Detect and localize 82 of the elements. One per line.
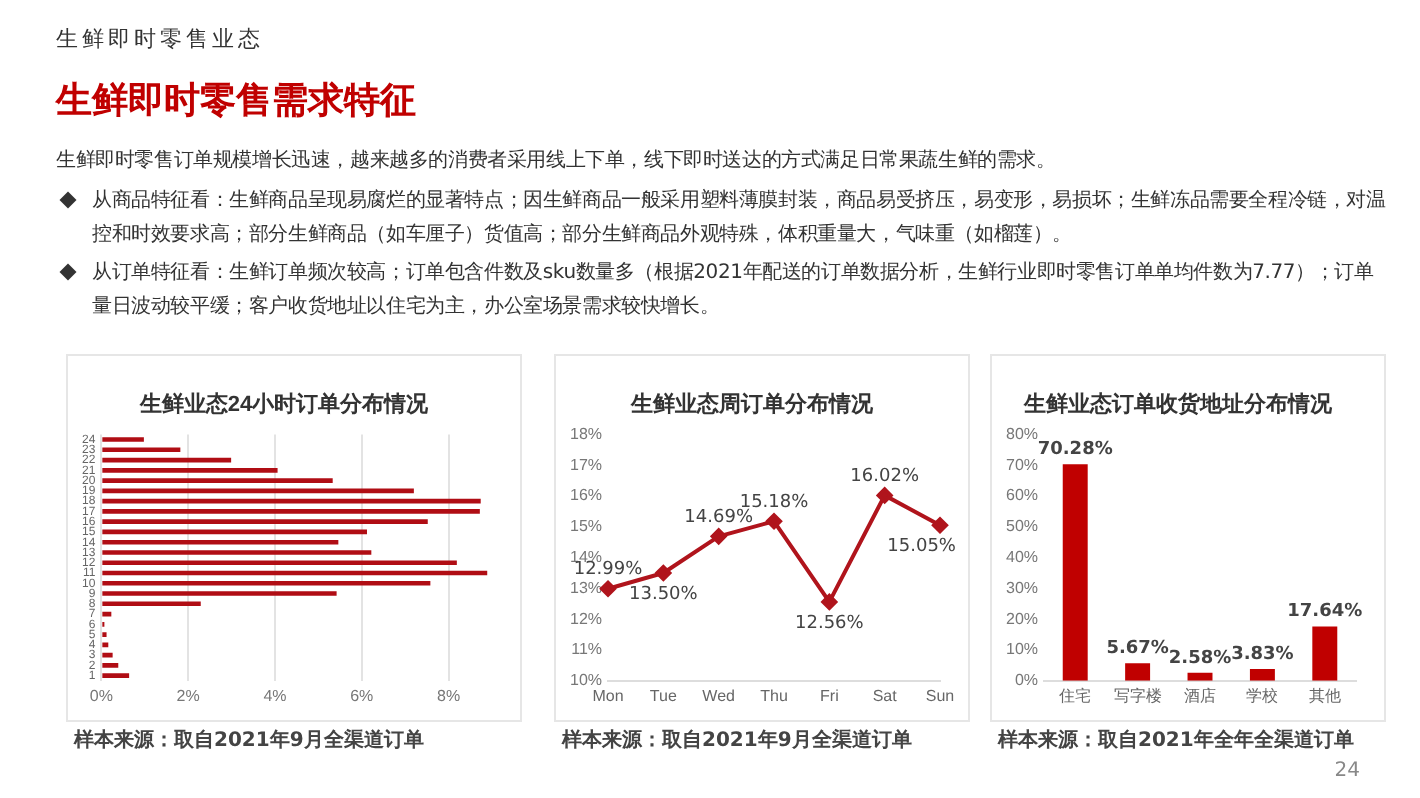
point <box>655 565 672 581</box>
data-label: 12.99% <box>573 560 644 581</box>
chart-title: 生鲜业态周订单分布情况 <box>629 391 875 418</box>
y-tick-label: 16% <box>569 486 603 505</box>
bar <box>102 447 181 453</box>
x-tick-label: 6% <box>350 686 374 705</box>
x-tick-label: 4% <box>263 686 287 705</box>
x-tick-label: Sun <box>925 686 955 705</box>
bar <box>102 509 480 514</box>
point <box>710 528 727 545</box>
bar <box>102 437 144 442</box>
bar <box>102 539 339 545</box>
y-tick-label: 60% <box>1005 486 1039 505</box>
y-tick-label: 30% <box>1005 578 1039 597</box>
text: 生鲜即时零售需求特征 <box>56 78 416 124</box>
x-tick-label: Wed <box>702 686 735 705</box>
x-tick-label: 住宅 <box>1059 686 1092 705</box>
data-label: 70.28% <box>1037 440 1113 461</box>
x-tick-label: Mon <box>592 686 624 705</box>
text: 生鲜即时零售业态 <box>56 24 264 54</box>
bar <box>1312 626 1338 681</box>
y-tick-label: 50% <box>1005 517 1039 536</box>
bar <box>102 673 130 678</box>
text: 样本来源：取自2021年9月全渠道订单 <box>74 727 424 754</box>
x-tick-label: Tue <box>649 686 678 705</box>
text: 样本来源：取自2021年9月全渠道订单 <box>562 727 912 754</box>
x-tick-label: 酒店 <box>1184 686 1217 705</box>
data-label: 16.02% <box>850 467 920 488</box>
point <box>766 513 783 530</box>
bar <box>102 601 201 607</box>
y-tick-label: 40% <box>1005 548 1039 567</box>
point <box>600 580 617 597</box>
bar <box>102 591 337 596</box>
bar <box>102 663 119 668</box>
y-tick-label: 20% <box>1005 609 1039 628</box>
y-tick-label: 15% <box>569 517 603 536</box>
y-tick-label: 10% <box>569 671 603 690</box>
text: 从商品特征看：生鲜商品呈现易腐烂的显著特点；因生鲜商品一般采用塑料薄膜封装，商品易受挤压，易变形，易损坏；生鲜冻品需要全程冷链，对温控和时效要求高；部分生鲜商品（如车厘子）货值高；部分生鲜商品外观特殊，体积重量大，气味重（如榴莲）。 <box>90 187 1386 250</box>
y-tick-label: 0% <box>1014 671 1039 690</box>
text: 24 <box>1334 760 1360 782</box>
x-tick-label: 写字楼 <box>1113 686 1162 705</box>
bar <box>102 478 333 483</box>
text: 从订单特征看：生鲜订单频次较高；订单包含件数及sku数量多（根据2021年配送的订单数据分析，生鲜行业即时零售订单单均件数为7.77）；订单量日波动较平缓；客户收货地址以住宅为主，办公室场景需求较快增长。 <box>90 259 1376 322</box>
bar <box>1249 669 1275 681</box>
x-tick-label: 8% <box>437 686 461 705</box>
text: 样本来源：取自2021年全年全渠道订单 <box>998 727 1354 754</box>
x-tick-label: 其他 <box>1308 686 1341 705</box>
data-label: 13.50% <box>629 584 699 605</box>
x-tick-label: Fri <box>820 686 840 705</box>
data-label: 3.83% <box>1231 644 1294 665</box>
text: 生鲜即时零售订单规模增长迅速，越来越多的消费者采用线上下单，线下即时送达的方式满足日常果蔬生鲜的需求。 <box>56 147 1058 176</box>
bar <box>102 652 113 658</box>
bar <box>102 519 428 524</box>
chart-title: 生鲜业态订单收货地址分布情况 <box>1022 391 1334 418</box>
bar <box>102 560 457 566</box>
x-tick-label: 2% <box>176 686 200 705</box>
y-tick-label: 13% <box>569 578 603 597</box>
x-tick-label: Thu <box>760 686 788 705</box>
bar <box>102 550 372 555</box>
bar <box>1125 663 1151 681</box>
x-tick-label: 学校 <box>1246 686 1279 705</box>
data-label: 12.56% <box>795 613 865 634</box>
data-label: 2.58% <box>1168 648 1232 669</box>
bar <box>102 468 278 473</box>
data-label: 17.64% <box>1287 602 1363 623</box>
bar <box>1062 464 1088 681</box>
y-tick-label: 18% <box>569 424 603 443</box>
bar <box>102 580 431 586</box>
point <box>876 487 893 504</box>
x-tick-label: Sat <box>872 686 899 705</box>
y-tick-label: 80% <box>1005 424 1039 443</box>
y-tick-label: 70% <box>1005 455 1039 474</box>
point <box>932 517 948 534</box>
y-tick-label: 17% <box>569 455 603 474</box>
y-tick-label: 10% <box>1005 640 1039 659</box>
data-label: 5.67% <box>1106 639 1169 660</box>
data-label: 14.69% <box>684 508 754 529</box>
y-tick-label: 12% <box>569 609 603 628</box>
y-tick-label: 11% <box>571 640 603 659</box>
data-label: 15.05% <box>887 536 957 557</box>
chart-title: 生鲜业态24小时订单分布情况 <box>137 391 431 418</box>
point <box>821 593 838 610</box>
